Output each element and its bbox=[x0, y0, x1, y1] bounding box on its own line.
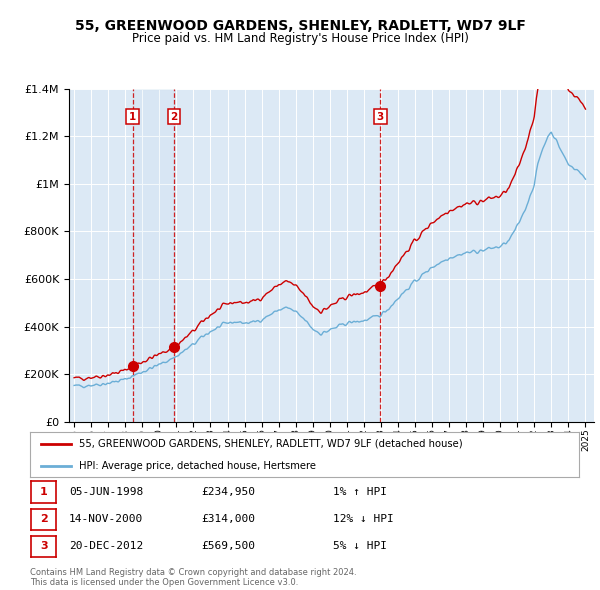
Text: £234,950: £234,950 bbox=[201, 487, 255, 497]
Text: 1: 1 bbox=[40, 487, 47, 497]
Text: Contains HM Land Registry data © Crown copyright and database right 2024.: Contains HM Land Registry data © Crown c… bbox=[30, 568, 356, 577]
Text: 1% ↑ HPI: 1% ↑ HPI bbox=[333, 487, 387, 497]
Text: 2: 2 bbox=[170, 112, 178, 122]
Text: Price paid vs. HM Land Registry's House Price Index (HPI): Price paid vs. HM Land Registry's House … bbox=[131, 32, 469, 45]
Text: 1: 1 bbox=[129, 112, 136, 122]
Bar bbox=[133, 88, 174, 422]
Text: 3: 3 bbox=[377, 112, 384, 122]
Text: £569,500: £569,500 bbox=[201, 542, 255, 551]
Text: 12% ↓ HPI: 12% ↓ HPI bbox=[333, 514, 394, 524]
Text: 14-NOV-2000: 14-NOV-2000 bbox=[69, 514, 143, 524]
Text: 2: 2 bbox=[40, 514, 47, 524]
Text: 20-DEC-2012: 20-DEC-2012 bbox=[69, 542, 143, 551]
Text: 05-JUN-1998: 05-JUN-1998 bbox=[69, 487, 143, 497]
Text: 55, GREENWOOD GARDENS, SHENLEY, RADLETT, WD7 9LF (detached house): 55, GREENWOOD GARDENS, SHENLEY, RADLETT,… bbox=[79, 438, 463, 448]
Text: £314,000: £314,000 bbox=[201, 514, 255, 524]
Text: This data is licensed under the Open Government Licence v3.0.: This data is licensed under the Open Gov… bbox=[30, 578, 298, 587]
Text: 5% ↓ HPI: 5% ↓ HPI bbox=[333, 542, 387, 551]
Text: HPI: Average price, detached house, Hertsmere: HPI: Average price, detached house, Hert… bbox=[79, 461, 316, 471]
Text: 55, GREENWOOD GARDENS, SHENLEY, RADLETT, WD7 9LF: 55, GREENWOOD GARDENS, SHENLEY, RADLETT,… bbox=[74, 19, 526, 34]
Text: 3: 3 bbox=[40, 542, 47, 551]
